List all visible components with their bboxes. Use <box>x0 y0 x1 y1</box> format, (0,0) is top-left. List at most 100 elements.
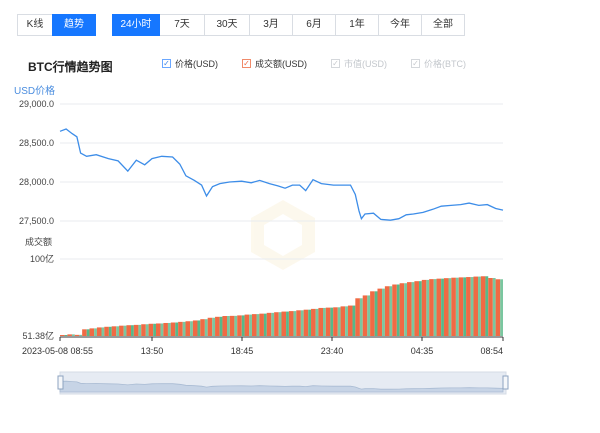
volume-bar <box>296 310 301 336</box>
volume-bar <box>241 315 245 336</box>
range-navigator[interactable] <box>57 371 509 395</box>
volume-bar <box>281 311 287 336</box>
volume-bar <box>311 308 316 336</box>
volume-bar <box>362 295 368 336</box>
range-tab-all[interactable]: 全部 <box>421 14 465 36</box>
legend-item-price-btc[interactable]: ✓ 价格(BTC) <box>411 57 466 70</box>
tab-trend[interactable]: 趋势 <box>52 14 96 36</box>
volume-bar <box>337 307 341 336</box>
volume-bar <box>82 329 87 336</box>
chart-title: BTC行情趋势图 <box>28 60 113 74</box>
volume-bar <box>170 322 176 336</box>
volume-bar <box>345 306 348 336</box>
volume-bar <box>190 321 193 336</box>
volume-bar <box>322 307 326 336</box>
volume-bar <box>67 334 72 336</box>
price-y-tick-label: 28,000.0 <box>19 177 54 187</box>
volume-bar <box>167 322 171 336</box>
range-tab-3m[interactable]: 3月 <box>249 14 293 36</box>
volume-bar <box>237 315 242 336</box>
volume-bar <box>64 335 68 336</box>
volume-bar <box>138 324 142 336</box>
volume-bar <box>126 325 132 336</box>
volume-bar <box>60 335 65 336</box>
volume-bar <box>443 278 449 336</box>
volume-y-tick-label: 100亿 <box>30 253 54 264</box>
volume-bar <box>249 314 252 336</box>
volume-bar <box>104 326 109 336</box>
volume-bar <box>495 279 501 336</box>
volume-y-axis: 100亿 51.38亿 <box>22 253 54 341</box>
volume-bar <box>500 279 503 336</box>
volume-bar <box>466 277 471 336</box>
volume-bar <box>463 277 467 336</box>
range-tab-24h[interactable]: 24小时 <box>112 14 160 36</box>
volume-bar <box>141 324 146 336</box>
volume-bar <box>488 278 493 336</box>
volume-bar <box>384 286 390 336</box>
volume-bar <box>133 324 139 336</box>
volume-bar <box>111 326 117 336</box>
volume-bar <box>108 326 112 336</box>
range-tab-ytd[interactable]: 今年 <box>378 14 422 36</box>
navigator-left-handle[interactable] <box>57 375 64 390</box>
volume-bar <box>485 276 489 336</box>
volume-bar <box>359 298 363 336</box>
volume-bar <box>318 307 323 336</box>
volume-bar <box>200 319 205 336</box>
volume-bar <box>278 312 282 336</box>
volume-bar <box>330 307 334 336</box>
legend-item-marketcap-usd[interactable]: ✓ 市值(USD) <box>331 57 387 70</box>
volume-bar <box>256 314 260 336</box>
volume-bar <box>382 288 385 336</box>
volume-bar <box>215 316 220 336</box>
checkbox-checked-icon: ✓ <box>331 59 340 68</box>
navigator-area <box>59 380 504 393</box>
volume-bar <box>333 307 338 336</box>
volume-y-tick-label: 51.38亿 <box>22 330 54 341</box>
legend-item-volume-usd[interactable]: ✓ 成交额(USD) <box>242 57 307 70</box>
volume-bar <box>71 334 75 336</box>
volume-bar <box>315 308 319 336</box>
x-tick-label: 2023-05-08 08:55 <box>22 346 93 356</box>
volume-bar <box>414 281 419 336</box>
volume-bar <box>116 326 120 336</box>
volume-bar <box>266 312 272 336</box>
price-grid <box>60 103 503 260</box>
volume-bar <box>286 311 289 336</box>
volume-bar <box>263 313 267 336</box>
volume-bar <box>455 277 459 336</box>
volume-bar <box>288 311 294 336</box>
volume-bar <box>234 315 238 336</box>
volume-bar <box>244 314 250 336</box>
checkbox-checked-icon: ✓ <box>242 59 251 68</box>
volume-bar <box>160 323 164 336</box>
volume-bar <box>185 321 191 336</box>
legend-label: 成交额(USD) <box>255 59 307 69</box>
volume-bar <box>79 334 83 336</box>
volume-bars <box>60 276 503 336</box>
x-tick-label: 23:40 <box>321 346 344 356</box>
volume-bar <box>411 282 415 336</box>
volume-bar <box>227 316 230 336</box>
volume-bar <box>480 276 486 336</box>
volume-bar <box>300 310 304 336</box>
volume-bar <box>123 325 127 336</box>
legend-item-price-usd[interactable]: ✓ 价格(USD) <box>162 57 218 70</box>
volume-bar <box>325 307 331 336</box>
navigator-right-handle[interactable] <box>502 375 509 390</box>
volume-bar <box>407 282 412 336</box>
volume-bar <box>131 325 134 336</box>
price-y-tick-label: 29,000.0 <box>19 99 54 109</box>
volume-bar <box>96 327 102 336</box>
volume-bar <box>392 284 397 336</box>
volume-bar <box>229 315 235 336</box>
volume-bar <box>421 279 427 336</box>
volume-bar <box>153 323 156 336</box>
volume-bar <box>192 320 198 336</box>
volume-bar <box>204 319 208 336</box>
volume-bar <box>492 278 496 336</box>
volume-bar <box>212 317 216 336</box>
volume-bar <box>119 325 124 336</box>
